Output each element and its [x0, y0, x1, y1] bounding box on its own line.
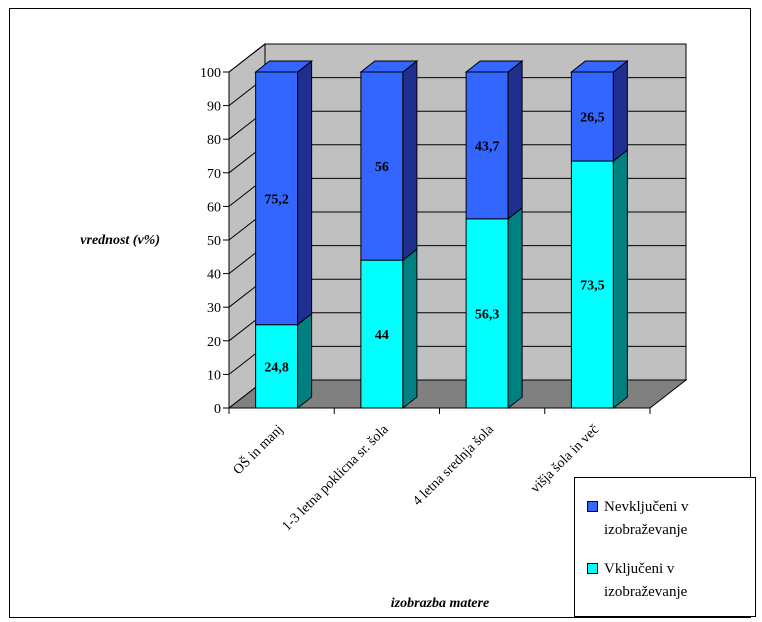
y-tick-label: 10 [207, 368, 221, 383]
y-tick-label: 100 [200, 66, 221, 81]
legend-swatch-nevkljuceni [587, 501, 598, 512]
y-tick-label: 0 [214, 402, 221, 417]
y-tick-label: 80 [207, 133, 221, 148]
bar-side [612, 149, 628, 410]
x-axis-title: izobrazba matere [391, 596, 489, 611]
y-tick-label: 20 [207, 335, 221, 350]
y-axis-title: vrednost (v%) [80, 233, 160, 248]
data-label: 44 [375, 328, 389, 343]
y-tick-label: 50 [207, 234, 221, 249]
bar-front [360, 259, 404, 409]
bar-side [297, 59, 313, 326]
legend-label-nevkljuceni: Nevključeni v izobraževanje [604, 499, 689, 538]
data-label: 43,7 [475, 139, 500, 154]
data-label: 24,8 [264, 360, 289, 375]
x-tick-label: OŠ in manj [229, 421, 286, 478]
bar-side [507, 59, 523, 220]
data-label: 75,2 [264, 192, 289, 207]
x-tick-label: 1-3 letna poklicna sr. šola [280, 422, 393, 535]
y-tick-label: 40 [207, 268, 221, 283]
data-label: 56,3 [475, 307, 500, 322]
legend-swatch-vkljuceni [587, 563, 598, 574]
bar-top [359, 60, 419, 73]
data-label: 73,5 [580, 279, 605, 294]
bar-front [570, 71, 614, 162]
y-tick-label: 60 [207, 200, 221, 215]
bar-side [402, 59, 418, 262]
data-label: 56 [375, 160, 389, 175]
bar-top [569, 60, 629, 73]
bar-side [612, 59, 628, 163]
bar-side [402, 248, 418, 410]
legend-label-vkljuceni: Vključeni v izobraževanje [604, 561, 688, 600]
bar-top [464, 60, 524, 73]
bar-side [297, 312, 313, 410]
y-tick-label: 30 [207, 301, 221, 316]
bar-front [465, 71, 509, 220]
bar-side [507, 206, 523, 410]
bar-top [254, 60, 314, 73]
x-tick-label: 4 letna srednja šola [410, 422, 497, 509]
legend: Nevključeni v izobraževanje Vključeni v … [574, 477, 756, 617]
bar-front [255, 71, 299, 326]
gridline [228, 43, 686, 73]
y-tick-label: 90 [207, 100, 221, 115]
bar-front [255, 324, 299, 409]
y-tick-label: 70 [207, 167, 221, 182]
data-label: 26,5 [580, 111, 605, 126]
